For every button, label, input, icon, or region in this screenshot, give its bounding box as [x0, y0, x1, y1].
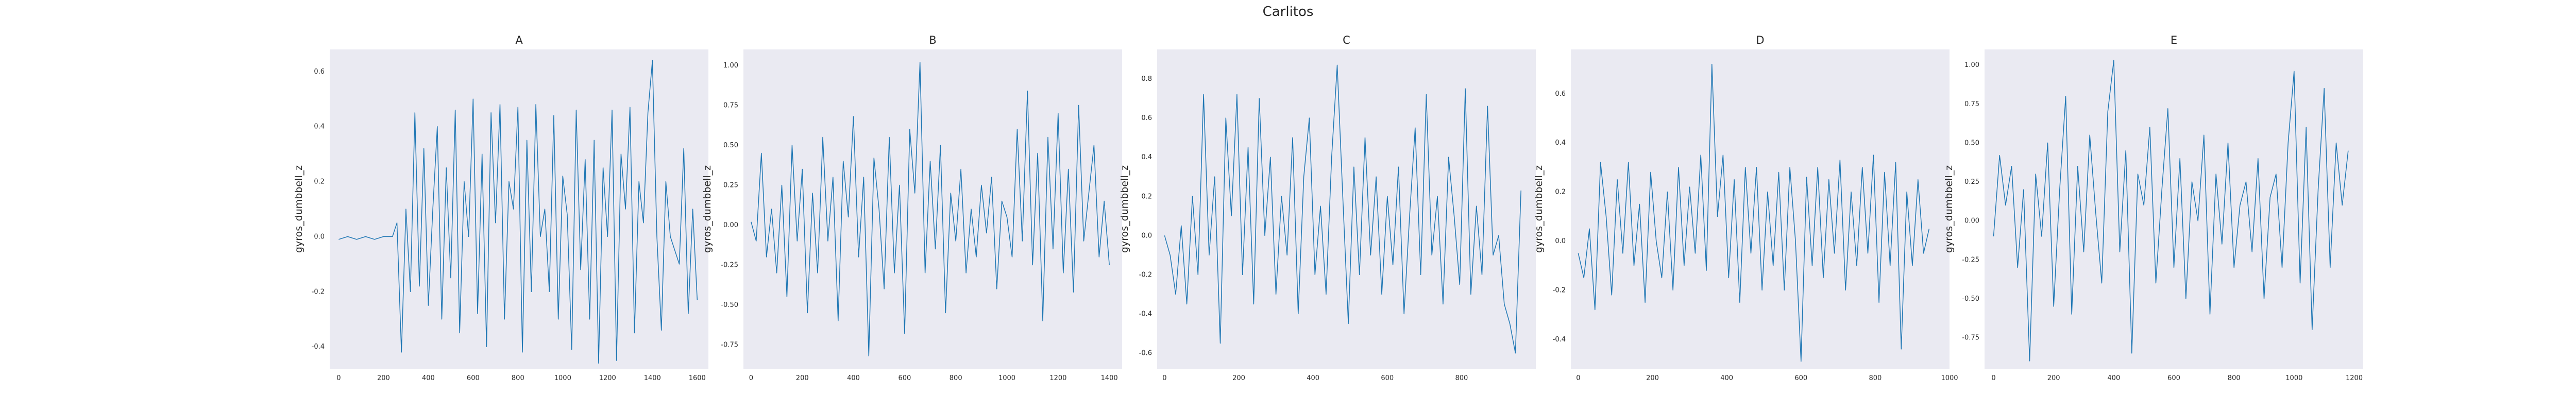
- x-tick-label: 1000: [1941, 374, 1958, 382]
- y-tick-label: -0.50: [721, 301, 738, 309]
- y-tick-label: -0.75: [721, 341, 738, 349]
- y-axis-label-b: gyros_dumbbell_z: [702, 165, 713, 253]
- x-tick-label: 600: [1381, 374, 1394, 382]
- y-tick-label: -0.2: [1553, 286, 1566, 294]
- subplot-e: 0 200 400 600 800 1000 1200 -0.75 -0.50 -0.25 0.00…: [1962, 49, 2363, 382]
- y-axis-label-e: gyros_dumbbell_z: [1943, 165, 1955, 253]
- plot-c: 0 200 400 600 800 -0.6 -0.4 -0.2 0.0 0.2 0.4 0.6 0.8: [1139, 64, 1521, 382]
- subplot-title-a: A: [515, 34, 523, 46]
- x-tick-label: 200: [377, 374, 390, 382]
- y-tick-label: 0.8: [1141, 75, 1152, 83]
- x-tick-label: 1600: [689, 374, 706, 382]
- x-tick-label: 1400: [644, 374, 661, 382]
- x-tick-label: 1200: [2346, 374, 2363, 382]
- x-tick-label: 400: [2107, 374, 2120, 382]
- y-tick-label: -0.25: [1962, 256, 1979, 264]
- x-tick-label: 400: [1307, 374, 1319, 382]
- x-tick-label: 1000: [2285, 374, 2302, 382]
- subplot-a: 0 200 400 600 800 1000 1200 1400 1600 -0.4 -0.2 0.0…: [312, 49, 708, 382]
- x-tick-label: 600: [467, 374, 480, 382]
- y-tick-label: 0.0: [1141, 232, 1152, 239]
- y-tick-label: 0.25: [723, 182, 738, 190]
- x-tick-label: 1400: [1101, 374, 1118, 382]
- y-tick-label: -0.4: [312, 343, 325, 351]
- y-tick-label: 0.6: [314, 68, 325, 76]
- x-tick-label: 200: [1232, 374, 1245, 382]
- x-tick-label: 600: [1794, 374, 1807, 382]
- plot-b: 0 200 400 600 800 1000 1200 1400 -0.75 -0.50 -0.25…: [721, 62, 1117, 382]
- x-tick-label: 1000: [554, 374, 571, 382]
- x-tick-label: 200: [2047, 374, 2060, 382]
- y-tick-label: 0.25: [1964, 178, 1979, 186]
- y-tick-label: -0.25: [721, 262, 738, 269]
- y-tick-label: 0.0: [1555, 237, 1566, 245]
- subplot-b: 0 200 400 600 800 1000 1200 1400 -0.75 -0.50 -0.25…: [721, 49, 1122, 382]
- subplot-title-b: B: [929, 34, 937, 46]
- series-line: [1164, 64, 1521, 354]
- x-tick-label: 0: [336, 374, 341, 382]
- y-tick-label: -0.2: [312, 288, 325, 296]
- y-axis-label-a: gyros_dumbbell_z: [293, 165, 304, 253]
- y-axis-label-d: gyros_dumbbell_z: [1533, 165, 1545, 253]
- y-tick-label: 0.75: [1964, 100, 1979, 108]
- y-tick-label: 1.00: [723, 62, 738, 70]
- y-tick-label: -0.4: [1553, 336, 1566, 344]
- plot-d: 0 200 400 600 800 1000 -0.4 -0.2 0.0 0.2 0.4 0.6: [1553, 63, 1958, 382]
- y-tick-label: 0.6: [1555, 90, 1566, 98]
- x-tick-label: 800: [950, 374, 962, 382]
- y-tick-label: -0.2: [1139, 271, 1152, 279]
- subplot-title-c: C: [1343, 34, 1350, 46]
- y-tick-label: -0.75: [1962, 334, 1979, 342]
- plot-a: 0 200 400 600 800 1000 1200 1400 1600 -0.4 -0.2 0.0…: [312, 60, 706, 382]
- subplot-title-e: E: [2170, 34, 2178, 46]
- y-tick-label: 0.4: [1555, 139, 1566, 147]
- x-tick-label: 0: [1991, 374, 1995, 382]
- figure-title: Carlitos: [1262, 4, 1314, 20]
- x-tick-label: 0: [1162, 374, 1166, 382]
- y-tick-label: 0.4: [314, 123, 325, 131]
- x-tick-label: 600: [898, 374, 911, 382]
- y-tick-label: 0.2: [314, 178, 325, 186]
- plot-e: 0 200 400 600 800 1000 1200 -0.75 -0.50 -0.25 0.00…: [1962, 60, 2363, 382]
- series-line: [1578, 63, 1930, 362]
- y-tick-label: 0.75: [723, 102, 738, 110]
- y-axis-label-c: gyros_dumbbell_z: [1119, 165, 1130, 253]
- y-tick-label: 0.6: [1141, 114, 1152, 122]
- x-tick-label: 1200: [599, 374, 616, 382]
- x-tick-label: 400: [422, 374, 435, 382]
- series-line: [751, 62, 1110, 356]
- x-tick-label: 0: [1576, 374, 1580, 382]
- y-tick-label: 0.0: [314, 233, 325, 241]
- x-tick-label: 400: [1720, 374, 1733, 382]
- y-tick-label: 0.2: [1141, 193, 1152, 200]
- x-tick-label: 1000: [998, 374, 1015, 382]
- y-tick-label: -0.6: [1139, 350, 1152, 357]
- y-tick-label: -0.50: [1962, 295, 1979, 303]
- series-line: [338, 60, 698, 364]
- subplot-title-d: D: [1756, 34, 1765, 46]
- x-tick-label: 800: [1455, 374, 1468, 382]
- series-line: [1993, 60, 2349, 362]
- y-tick-label: -0.4: [1139, 310, 1152, 318]
- x-tick-label: 800: [2228, 374, 2241, 382]
- y-tick-label: 0.2: [1555, 188, 1566, 196]
- subplot-c: 0 200 400 600 800 -0.6 -0.4 -0.2 0.0 0.2 0.4 0.6 0.8: [1139, 49, 1536, 382]
- x-tick-label: 0: [749, 374, 753, 382]
- subplot-d: 0 200 400 600 800 1000 -0.4 -0.2 0.0 0.2 0.4 0.6: [1553, 49, 1958, 382]
- x-tick-label: 200: [1646, 374, 1659, 382]
- y-tick-label: 0.50: [1964, 139, 1979, 147]
- y-tick-label: 1.00: [1964, 61, 1979, 69]
- x-tick-label: 800: [512, 374, 524, 382]
- x-tick-label: 600: [2167, 374, 2180, 382]
- y-tick-label: 0.00: [1964, 217, 1979, 225]
- y-tick-label: 0.4: [1141, 153, 1152, 161]
- x-tick-label: 200: [796, 374, 809, 382]
- x-tick-label: 1200: [1049, 374, 1066, 382]
- y-tick-label: 0.50: [723, 142, 738, 149]
- y-tick-label: 0.00: [723, 221, 738, 229]
- x-tick-label: 800: [1869, 374, 1882, 382]
- x-tick-label: 400: [847, 374, 860, 382]
